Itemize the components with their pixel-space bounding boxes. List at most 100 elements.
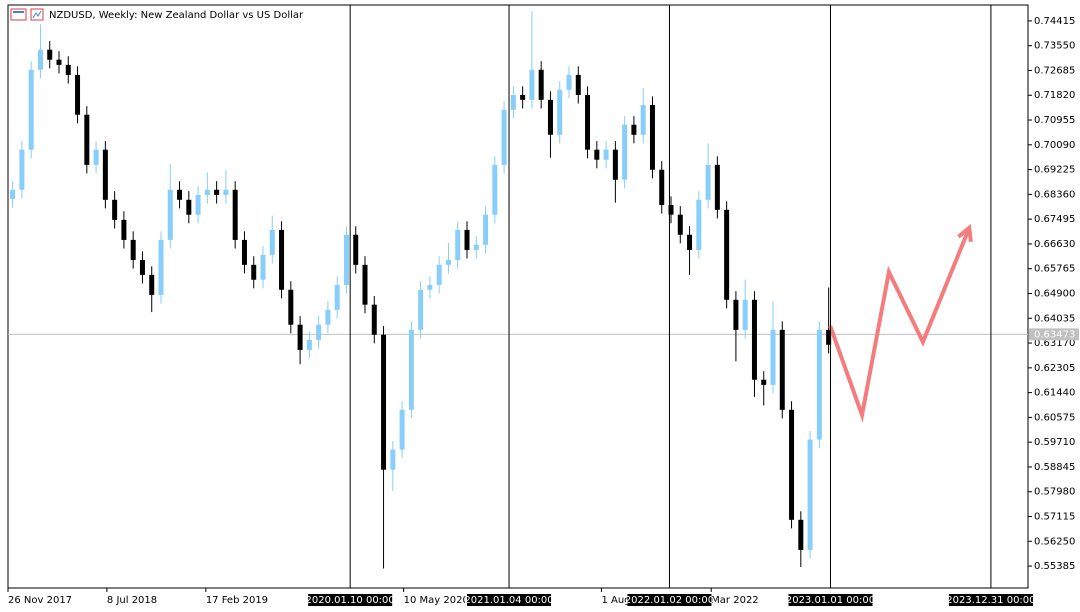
candle-body bbox=[334, 284, 340, 310]
candle-body bbox=[501, 109, 507, 165]
candle-body bbox=[714, 164, 720, 210]
forecast-arrowhead bbox=[957, 224, 973, 243]
x-tick-label: 10 May 2020 bbox=[404, 595, 469, 606]
candle-body bbox=[10, 189, 16, 199]
candle-body bbox=[631, 124, 637, 135]
candle-body bbox=[186, 199, 192, 215]
icon bbox=[13, 11, 24, 13]
candle-body bbox=[139, 259, 145, 275]
candle-body bbox=[28, 69, 34, 150]
candle-body bbox=[594, 149, 600, 160]
icon bbox=[32, 10, 42, 19]
candle-body bbox=[47, 49, 53, 60]
candle-body bbox=[177, 189, 183, 200]
candle-body bbox=[464, 229, 470, 250]
candle-body bbox=[483, 214, 489, 245]
candle-body bbox=[56, 59, 62, 65]
candle-body bbox=[585, 94, 591, 150]
candle-body bbox=[214, 189, 220, 195]
candle-body bbox=[677, 214, 683, 235]
candle-body bbox=[659, 169, 665, 205]
icon bbox=[10, 8, 27, 21]
candle-body bbox=[687, 234, 693, 250]
candle-body bbox=[705, 164, 711, 200]
y-tick-label: 0.74415 bbox=[1034, 16, 1075, 27]
candle-body bbox=[538, 69, 544, 100]
candle-body bbox=[75, 74, 81, 115]
candle-body bbox=[779, 329, 785, 410]
y-tick-label: 0.55385 bbox=[1034, 561, 1075, 572]
candle-body bbox=[232, 189, 238, 240]
y-tick-label: 0.68360 bbox=[1034, 189, 1075, 200]
separator-label: 2022.01.02 00:00 bbox=[625, 595, 714, 606]
candle-body bbox=[288, 289, 294, 325]
candle-body bbox=[269, 229, 275, 255]
separator-label-box bbox=[948, 594, 1033, 606]
candle-body bbox=[381, 334, 387, 470]
separator-label-box bbox=[788, 594, 873, 606]
candle-body bbox=[826, 329, 832, 345]
y-tick-label: 0.65765 bbox=[1034, 264, 1075, 275]
y-tick-label: 0.71820 bbox=[1034, 90, 1075, 101]
candle-body bbox=[251, 264, 257, 280]
y-tick-label: 0.70090 bbox=[1034, 140, 1075, 151]
candle-body bbox=[547, 99, 553, 135]
candle-body bbox=[260, 254, 266, 280]
candle-body bbox=[492, 164, 498, 215]
candle-body bbox=[612, 149, 618, 180]
candle-body bbox=[279, 229, 285, 290]
candle-body bbox=[84, 114, 90, 165]
candle-body bbox=[112, 199, 118, 220]
candle-body bbox=[529, 69, 535, 100]
separator-label-box bbox=[627, 594, 712, 606]
candle-body bbox=[724, 209, 730, 300]
candle-body bbox=[733, 299, 739, 330]
crosshair-label-box bbox=[1029, 328, 1079, 341]
candle-body bbox=[696, 199, 702, 250]
x-tick-label: 8 Jul 2018 bbox=[107, 595, 157, 606]
candle-body bbox=[399, 409, 405, 450]
x-tick-label: 26 Nov 2017 bbox=[8, 595, 72, 606]
y-tick-label: 0.72685 bbox=[1034, 65, 1075, 76]
candle-body bbox=[158, 239, 164, 295]
candle-body bbox=[520, 94, 526, 100]
candle-body bbox=[195, 194, 201, 215]
candle-body bbox=[761, 379, 767, 385]
y-tick-label: 0.67495 bbox=[1034, 214, 1075, 225]
candle-body bbox=[445, 259, 451, 265]
candle-body bbox=[640, 104, 646, 135]
candle-body bbox=[37, 49, 43, 70]
candle-body bbox=[343, 234, 349, 285]
candle-body bbox=[751, 299, 757, 380]
x-tick-label: 1 Aug bbox=[601, 595, 630, 606]
candle-body bbox=[408, 329, 414, 410]
y-tick-label: 0.70955 bbox=[1034, 115, 1075, 126]
chart-title: NZDUSD, Weekly: New Zealand Dollar vs US… bbox=[49, 10, 304, 21]
candle-body bbox=[436, 264, 442, 285]
candle-body bbox=[575, 74, 581, 95]
candle-body bbox=[649, 104, 655, 170]
candle-body bbox=[297, 324, 303, 350]
candle-body bbox=[668, 204, 674, 215]
candle-body bbox=[353, 234, 359, 265]
y-tick-label: 0.64035 bbox=[1034, 313, 1075, 324]
candle-body bbox=[807, 439, 813, 550]
candle-body bbox=[742, 299, 748, 330]
candle-body bbox=[65, 64, 71, 75]
candle-body bbox=[455, 229, 461, 260]
candle-body bbox=[204, 189, 210, 195]
candle-body bbox=[390, 449, 396, 470]
candle-body bbox=[306, 339, 312, 350]
x-tick-label: 17 Feb 2019 bbox=[206, 595, 268, 606]
candle-body bbox=[93, 149, 99, 165]
y-tick-label: 0.57115 bbox=[1034, 512, 1075, 523]
candle-body bbox=[316, 324, 322, 340]
candle-body bbox=[557, 89, 563, 135]
forecast-line bbox=[828, 227, 972, 423]
y-tick-label: 0.69225 bbox=[1034, 165, 1075, 176]
y-tick-label: 0.66630 bbox=[1034, 239, 1075, 250]
y-tick-label: 0.58845 bbox=[1034, 462, 1075, 473]
separator-label: 2023.12.31 00:00 bbox=[946, 595, 1035, 606]
